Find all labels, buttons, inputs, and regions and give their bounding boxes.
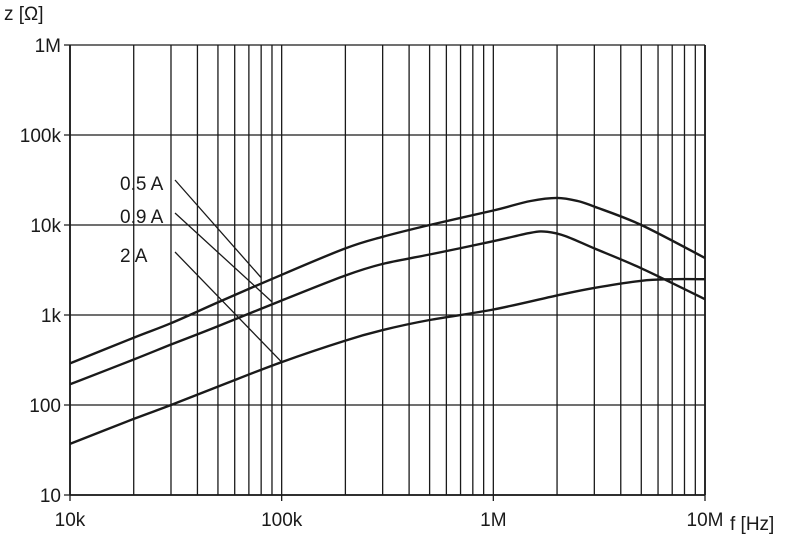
x-tick-label: 1M — [480, 510, 506, 531]
y-tick-label: 100 — [29, 396, 61, 417]
y-tick-label: 1M — [35, 36, 61, 57]
series-line-1 — [69, 230, 706, 386]
y-axis-label: z [Ω] — [4, 4, 44, 25]
series-label-leader — [174, 179, 262, 279]
y-tick-label: 1k — [41, 306, 62, 327]
x-axis-label: f [Hz] — [730, 514, 774, 535]
axes — [69, 45, 706, 496]
x-tick-label: 100k — [261, 510, 303, 531]
series-label: 2 A — [120, 246, 148, 267]
series-line-2 — [69, 277, 706, 446]
series — [69, 196, 706, 446]
y-tick-label: 10 — [40, 486, 61, 507]
series-label: 0.9 A — [120, 207, 164, 228]
callouts: 0.5 A 0.9 A 2 A — [120, 174, 283, 363]
series-line-0 — [69, 196, 706, 365]
x-tick-label: 10M — [687, 510, 724, 531]
grid — [64, 44, 706, 501]
tick-labels: 10k 100k 1M 10M 10 100 1k 10k 100k 1M — [20, 36, 724, 531]
x-tick-label: 10k — [55, 510, 86, 531]
series-label-leader — [174, 212, 273, 303]
y-tick-label: 100k — [20, 126, 62, 147]
series-label: 0.5 A — [120, 174, 164, 195]
series-label-leader — [174, 251, 283, 363]
y-tick-label: 10k — [30, 216, 61, 237]
